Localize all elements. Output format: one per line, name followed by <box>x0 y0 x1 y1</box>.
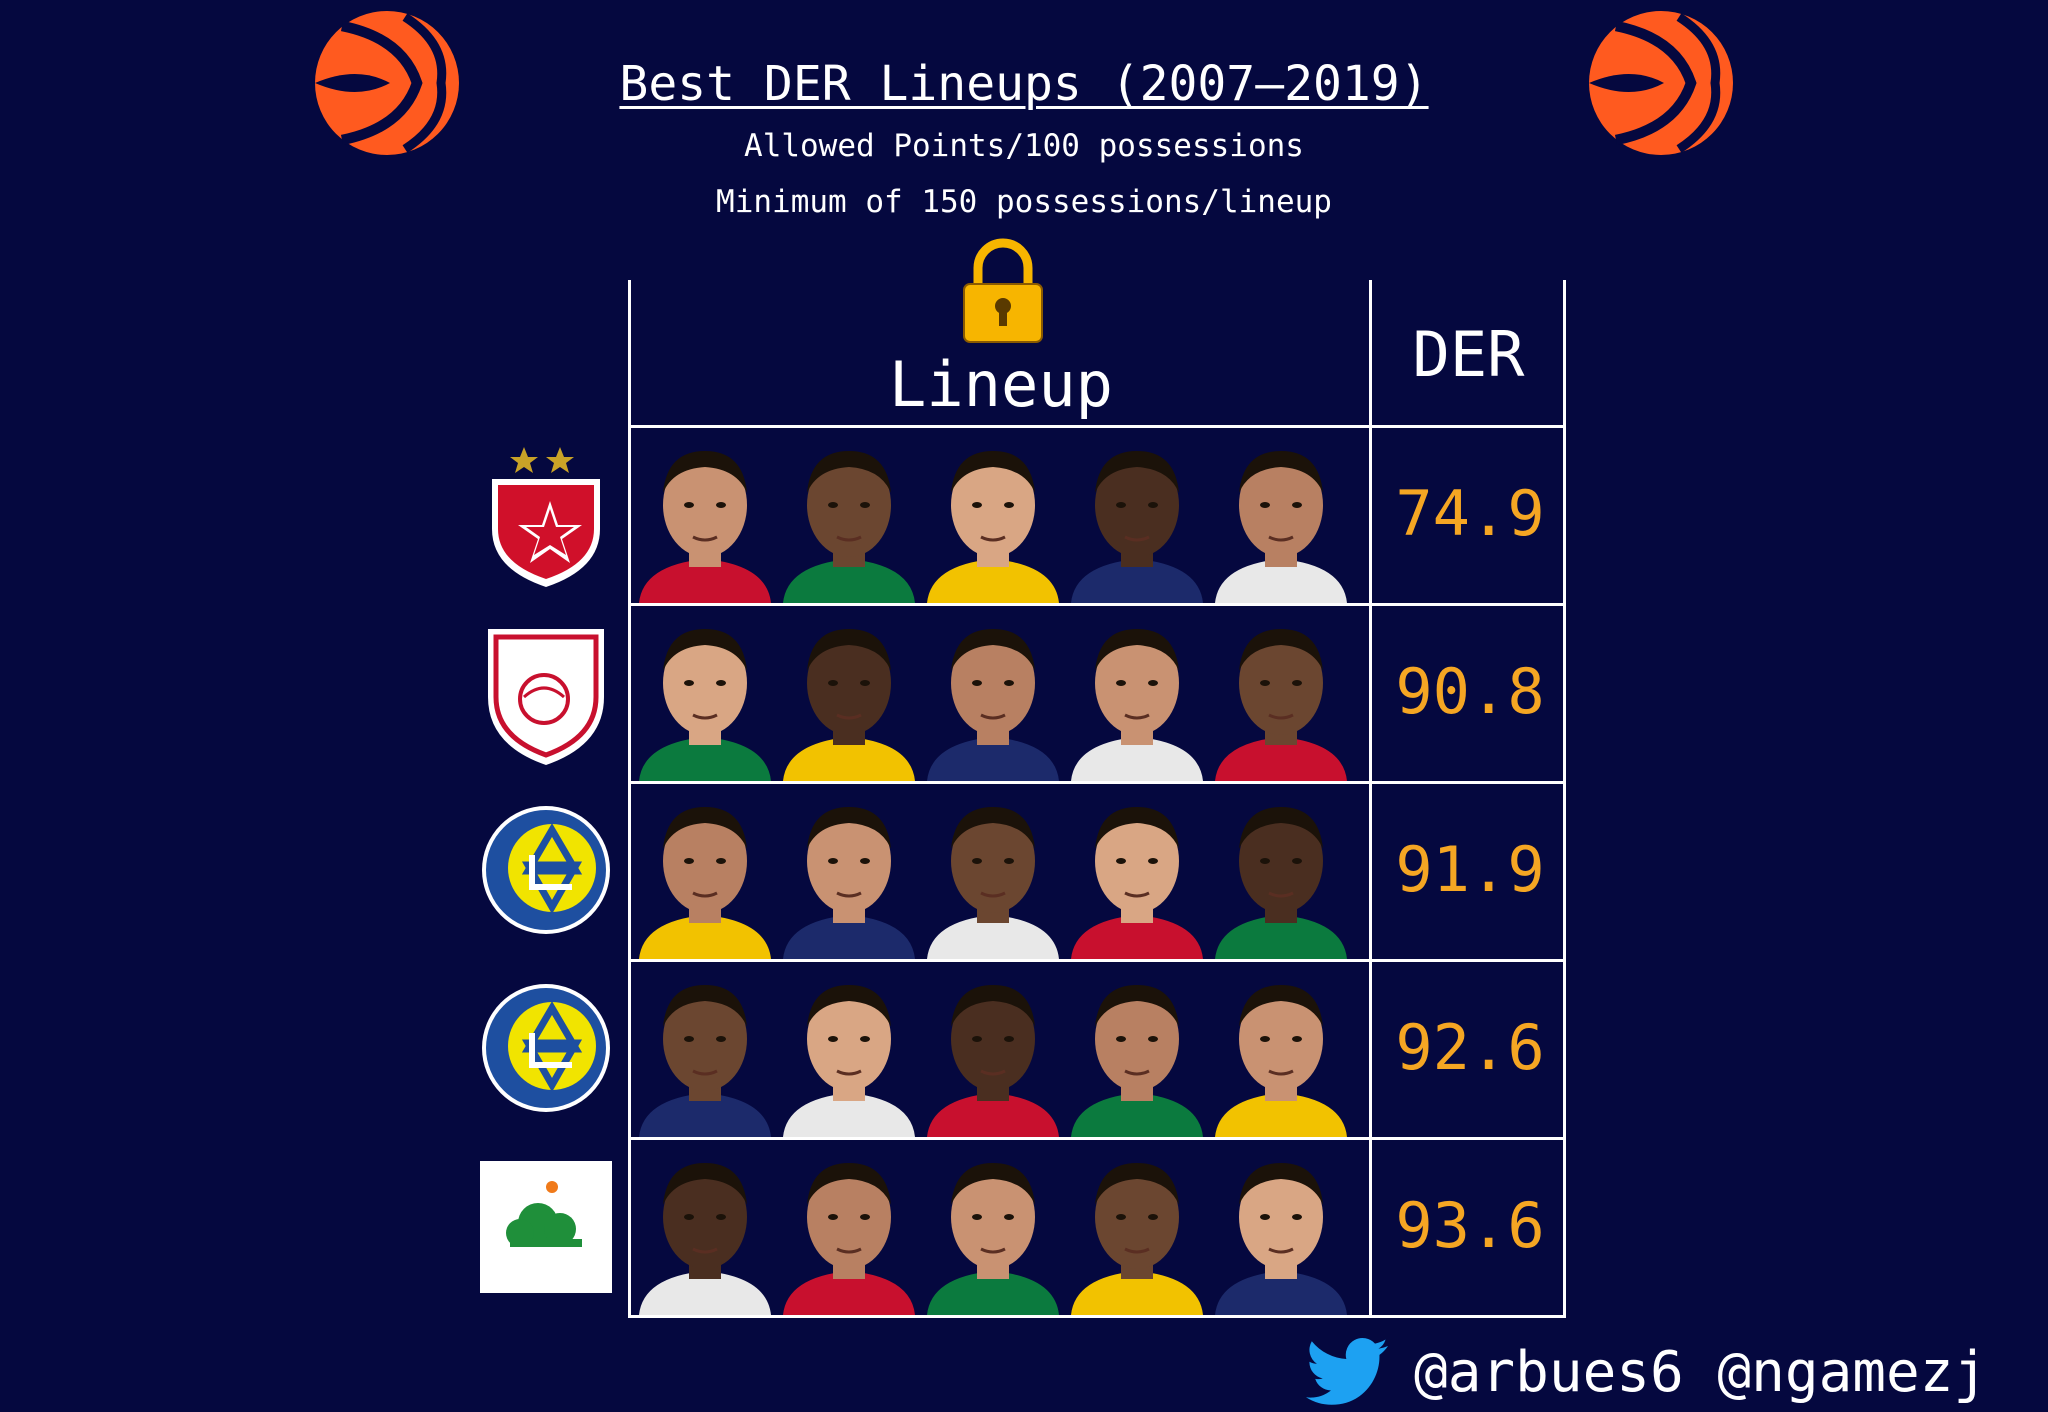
player-headshot <box>1071 985 1203 1137</box>
chart-subtitle-1: Allowed Points/100 possessions <box>744 128 1304 164</box>
row-border <box>628 603 1566 606</box>
der-value: 93.6 <box>1395 1189 1545 1262</box>
player-headshot <box>1215 1163 1347 1315</box>
row-border <box>628 1315 1566 1318</box>
table-row: 90.8 <box>488 603 1566 784</box>
table-left-border <box>628 280 631 1316</box>
der-value: 92.6 <box>1395 1011 1545 1084</box>
euroleague-logo-icon <box>1589 11 1733 155</box>
player-headshot <box>1071 1163 1203 1315</box>
player-headshot <box>783 807 915 959</box>
chart-subtitle-2: Minimum of 150 possessions/lineup <box>716 184 1332 220</box>
der-value: 91.9 <box>1395 833 1545 906</box>
der-value: 74.9 <box>1395 477 1545 550</box>
lineup-table: Lineup DER 74.9 90.8 91.9 92.6 93.6 <box>480 238 1566 1318</box>
row-border <box>628 781 1566 784</box>
player-headshot <box>639 807 771 959</box>
column-header-lineup: Lineup <box>889 348 1113 421</box>
der-value: 90.8 <box>1395 655 1545 728</box>
lineup-players <box>631 784 1371 959</box>
table-right-border <box>1563 280 1566 1316</box>
header-bottom-border <box>628 425 1566 428</box>
table-row: 91.9 <box>482 781 1566 962</box>
player-headshot <box>783 451 915 603</box>
crvena-zvezda-logo-icon <box>492 447 600 587</box>
player-headshot <box>927 807 1059 959</box>
player-headshot <box>1215 629 1347 781</box>
maccabi-tel-aviv-logo-icon <box>482 806 610 934</box>
lineup-players <box>631 1140 1371 1315</box>
table-row: 93.6 <box>480 1137 1566 1318</box>
player-headshot <box>639 1163 771 1315</box>
table-row: 74.9 <box>492 425 1566 606</box>
table-divider <box>1369 280 1372 1316</box>
table-row: 92.6 <box>482 959 1566 1140</box>
player-headshot <box>1071 807 1203 959</box>
player-headshot <box>783 985 915 1137</box>
player-headshot <box>927 629 1059 781</box>
player-headshot <box>783 1163 915 1315</box>
lock-icon <box>963 238 1043 343</box>
olympiacos-logo-icon <box>488 629 604 765</box>
player-headshot <box>927 451 1059 603</box>
chart-titles: Best DER Lineups (2007–2019) Allowed Poi… <box>0 50 2048 230</box>
player-headshot <box>1215 451 1347 603</box>
column-header-der: DER <box>1412 318 1525 391</box>
player-headshot <box>1215 807 1347 959</box>
player-headshot <box>783 629 915 781</box>
player-headshot <box>927 1163 1059 1315</box>
player-headshot <box>639 629 771 781</box>
lineup-players <box>631 962 1371 1137</box>
player-headshot <box>1071 629 1203 781</box>
maccabi-tel-aviv-logo-icon <box>482 984 610 1112</box>
euroleague-logo-icon <box>315 11 459 155</box>
player-headshot <box>1215 985 1347 1137</box>
player-headshot <box>1071 451 1203 603</box>
player-headshot <box>639 451 771 603</box>
lineup-players <box>631 428 1371 603</box>
row-border <box>628 959 1566 962</box>
player-headshot <box>927 985 1059 1137</box>
credits: @arbues6 @ngamezj <box>1306 1332 1987 1412</box>
twitter-bird-icon <box>1306 1338 1388 1405</box>
player-headshot <box>639 985 771 1137</box>
montepaschi-logo-icon <box>480 1161 612 1293</box>
lineup-players <box>631 606 1371 781</box>
chart-title: Best DER Lineups (2007–2019) <box>619 56 1429 112</box>
author-handles: @arbues6 @ngamezj <box>1414 1339 1988 1405</box>
row-border <box>628 1137 1566 1140</box>
